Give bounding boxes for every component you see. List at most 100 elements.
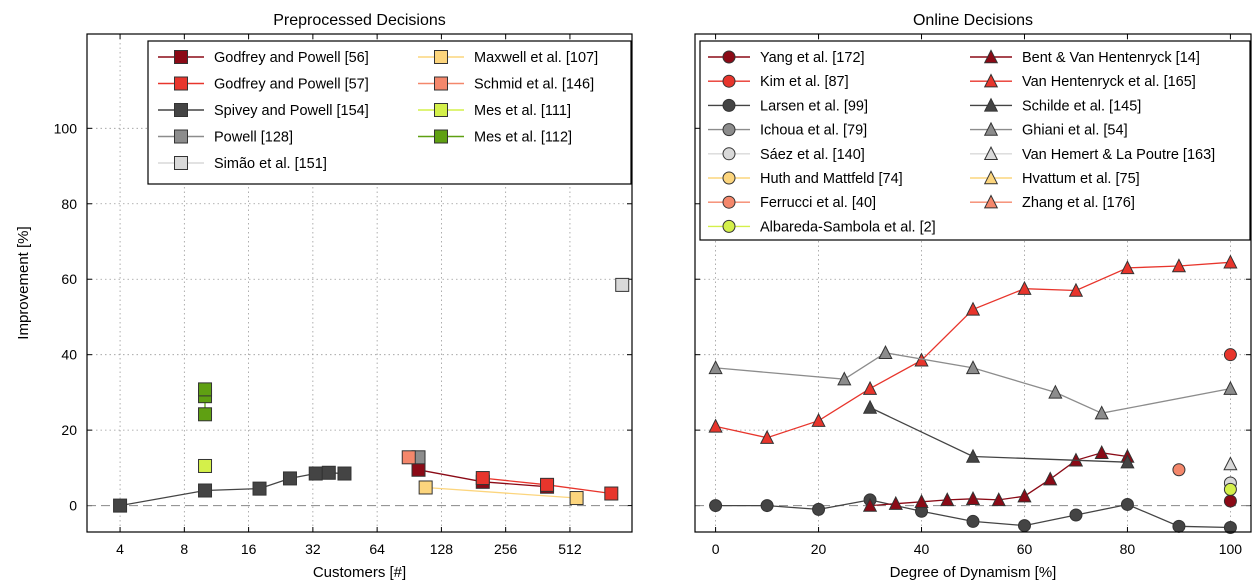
legend-item: Mes et al. [111] [418,103,571,119]
x-tick-label: 4 [116,541,124,557]
triangle-data-point [811,412,826,427]
legend-label: Kim et al. [87] [760,74,849,90]
square-data-point [475,471,490,486]
legend-item: Schilde et al. [145] [970,97,1141,114]
series-line [869,406,1128,463]
series-0-5 [418,480,584,506]
series-1-0 [1223,494,1237,508]
x-tick-label: 80 [1120,541,1136,557]
legend-label: Ferrucci et al. [40] [760,195,876,211]
square-data-point [198,483,213,498]
circle-data-point [1172,463,1186,477]
series-1-6 [1172,463,1186,477]
series-0-4 [615,277,630,292]
legend-label: Simão et al. [151] [214,156,327,172]
legend-marker [983,170,999,185]
legend-marker [722,74,736,88]
y-tick-label: 60 [61,271,77,287]
series-0-8 [198,382,213,422]
legend-item: Larsen et al. [99] [708,98,868,114]
plot-frame [694,33,1252,533]
circle-data-point [709,499,723,513]
legend-label: Sáez et al. [140] [760,147,865,163]
legend-item: Hvattum et al. [75] [970,170,1140,187]
x-tick-label: 16 [241,541,257,557]
legend-label: Albareda-Sambola et al. [2] [760,219,936,235]
legend-item: Mes et al. [112] [418,129,572,146]
legend-item: Bent & Van Hentenryck [14] [970,49,1200,66]
circle-data-point [1017,519,1031,533]
x-tick-label: 64 [369,541,385,557]
triangle-data-point [1120,260,1135,275]
series-1-8 [862,444,1135,512]
triangle-data-point [1068,282,1084,297]
legend-marker [434,76,448,91]
triangle-data-point [1048,384,1063,399]
legend-marker [722,147,736,161]
series-line [425,486,577,499]
square-data-point [321,465,336,480]
legend-marker [434,129,448,144]
legend-item: Maxwell et al. [107] [418,50,598,66]
legend-marker [174,129,188,144]
circle-data-point [1069,508,1083,522]
series-1-2 [709,493,1237,534]
circle-data-point [760,499,774,513]
triangle-data-point [878,344,893,359]
square-data-point [308,466,323,481]
series-0-2 [113,465,352,513]
legend-item: Albareda-Sambola et al. [2] [708,219,936,235]
legend-label: Ichoua et al. [79] [760,123,867,139]
legend-label: Schmid et al. [146] [474,77,594,93]
circle-data-point [812,502,826,516]
online-decisions-chart: Online Decisions 0 20 40 60 80 100 Degree of Dy… [694,12,1252,581]
triangle-data-point [1223,456,1238,471]
legend: Godfrey and Powell [56] Godfrey and Powel… [147,40,632,185]
legend-marker [722,219,736,233]
triangle-data-point [1043,471,1058,486]
x-tick-label: 60 [1017,541,1033,557]
series-1-12 [1223,456,1238,471]
x-tick-label: 32 [305,541,321,557]
legend: Yang et al. [172] Kim et al. [87] Larsen e… [699,40,1251,241]
plot-frame [86,33,633,533]
x-tick-label: 0 [712,541,720,557]
series-1-7 [1223,482,1237,496]
y-tick-label: 0 [69,498,77,514]
legend-box [699,40,1251,241]
x-tick-label: 128 [430,541,454,557]
y-axis-label: Improvement [%] [15,226,32,339]
legend-item: Yang et al. [172] [708,50,865,66]
legend-label: Powell [128] [214,130,293,146]
legend-marker [983,121,999,136]
series-0-1 [475,471,619,501]
x-tick-label: 100 [1219,541,1243,557]
triangle-data-point [862,380,878,395]
legend-item: Ichoua et al. [79] [708,123,867,139]
triangle-data-point [1171,258,1187,273]
legend-label: Godfrey and Powell [57] [214,77,369,93]
legend-item: Simão et al. [151] [158,156,327,172]
legend-label: Ghiani et al. [54] [1022,123,1128,139]
legend-label: Spivey and Powell [154] [214,103,369,119]
legend-label: Hvattum et al. [75] [1022,171,1140,187]
legend-item: Schmid et al. [146] [418,76,594,93]
triangle-data-point [862,497,878,512]
legend-marker [983,194,999,209]
legend-marker [983,97,999,112]
legend-label: Yang et al. [172] [760,50,865,66]
legend-box [147,40,632,185]
triangle-data-point [914,494,929,509]
legend-label: Larsen et al. [99] [760,98,868,114]
square-data-point [411,462,426,477]
triangle-data-point [1223,380,1238,395]
legend-marker [983,145,999,160]
x-tick-label: 40 [914,541,930,557]
square-data-point [282,471,297,486]
square-data-point [198,458,213,473]
triangle-data-point [888,495,903,510]
series-1-10 [862,399,1135,469]
square-data-point [540,477,555,492]
x-tick-label: 20 [811,541,827,557]
